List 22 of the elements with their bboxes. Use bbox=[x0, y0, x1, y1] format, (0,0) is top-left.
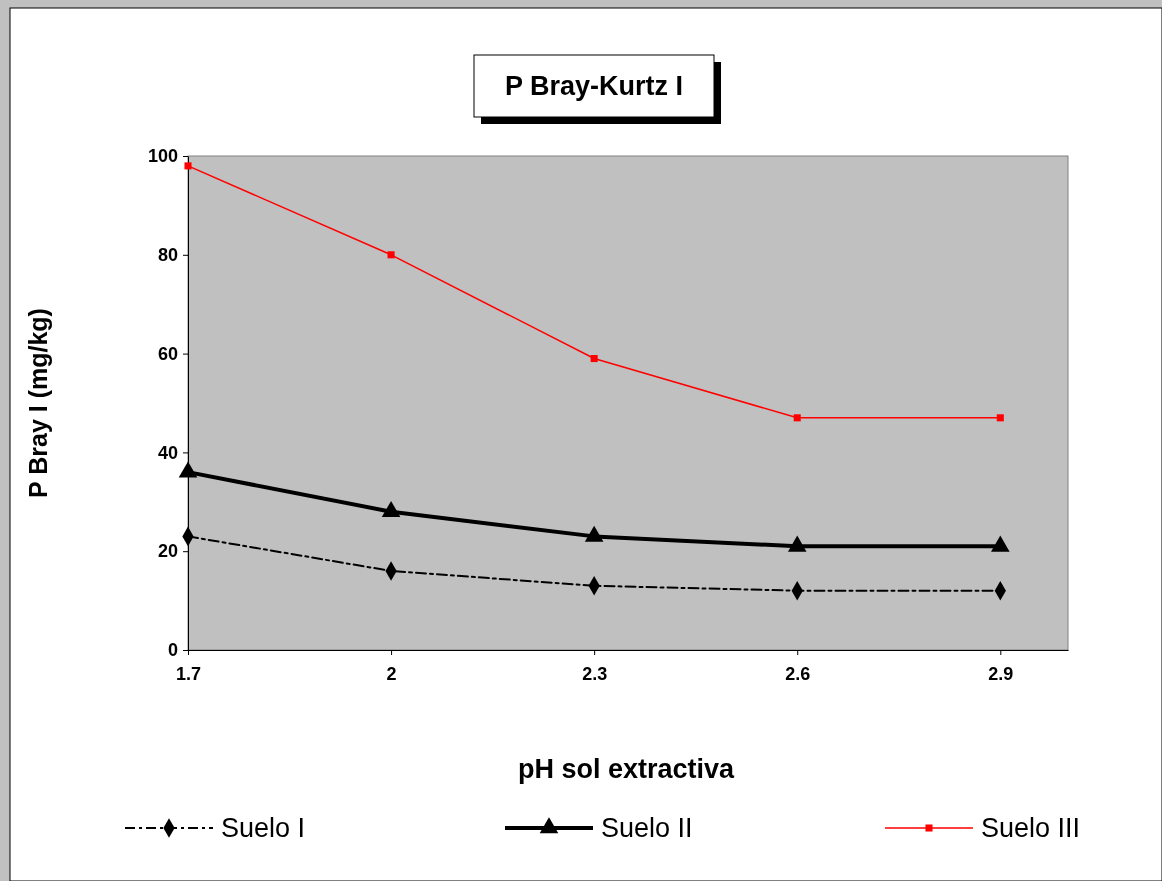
x-tick-label: 2.6 bbox=[785, 663, 811, 684]
x-tick-label: 1.7 bbox=[175, 663, 202, 684]
x-axis-title: pH sol extractiva bbox=[517, 754, 736, 784]
point bbox=[793, 414, 801, 422]
y-tick-label: 80 bbox=[157, 245, 178, 266]
chart-title: P Bray-Kurtz I bbox=[504, 71, 684, 101]
y-tick-label: 60 bbox=[157, 343, 178, 364]
legend-label: Suelo III bbox=[981, 813, 1081, 843]
legend-label: Suelo I bbox=[221, 813, 306, 843]
y-tick-label: 0 bbox=[167, 640, 178, 661]
x-tick-label: 2 bbox=[386, 663, 397, 684]
y-axis-title: P Bray I (mg/kg) bbox=[24, 308, 52, 498]
y-tick-label: 40 bbox=[157, 442, 178, 463]
point bbox=[184, 162, 192, 170]
y-tick-label: 20 bbox=[157, 541, 178, 562]
point bbox=[996, 414, 1004, 422]
y-tick-label: 100 bbox=[147, 146, 178, 167]
point bbox=[387, 251, 395, 259]
point bbox=[590, 355, 598, 363]
x-tick-label: 2.9 bbox=[988, 663, 1014, 684]
legend-label: Suelo II bbox=[601, 813, 693, 843]
x-tick-label: 2.3 bbox=[582, 663, 608, 684]
